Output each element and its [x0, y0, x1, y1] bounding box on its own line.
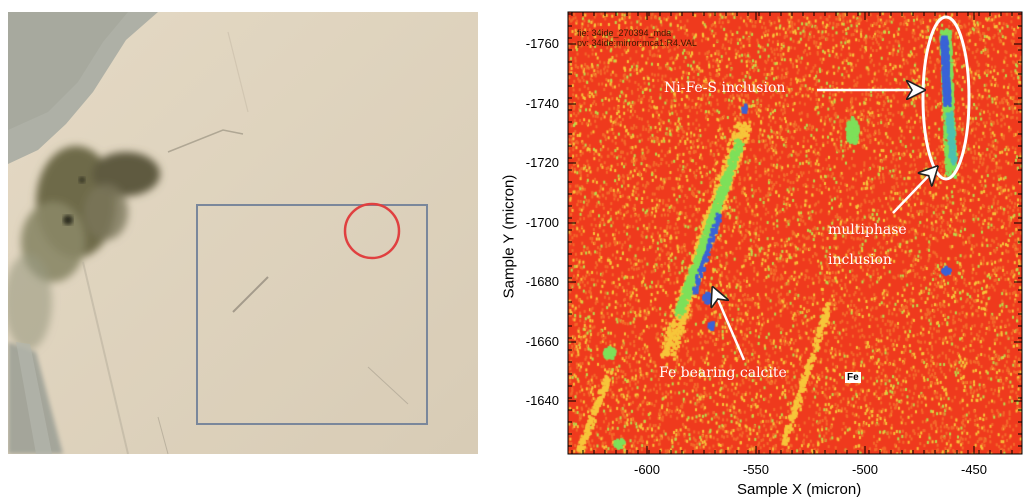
inclusion-marker: [343, 202, 401, 260]
y-tick-label: -1680: [525, 274, 559, 289]
y-tick-label: -1720: [525, 155, 559, 170]
map-header-pv: pv: 34ide:mirror:mca1:R4.VAL: [577, 38, 697, 48]
mapped-area-box: [196, 204, 428, 425]
y-tick-label: -1760: [525, 36, 559, 51]
fe-map: [568, 12, 1022, 454]
map-header-file: fie: 34ide_270394_mda: [577, 28, 672, 38]
y-tick-label: -1700: [525, 215, 559, 230]
x-tick-label: -600: [633, 462, 661, 477]
x-tick-label: -550: [742, 462, 770, 477]
multiphase-label-line2: inclusion: [828, 252, 892, 268]
y-tick-label: -1740: [525, 96, 559, 111]
y-tick-label: -1640: [525, 393, 559, 408]
dark-inclusion: [8, 146, 160, 350]
ni-fe-s-label: Ni-Fe-S inclusion: [664, 80, 786, 96]
fe-element-label: Fe: [845, 372, 861, 383]
y-axis-title: Sample Y (micron): [500, 174, 518, 299]
fe-calcite-label: Fe bearing calcite: [659, 365, 787, 381]
x-axis-title: Sample X (micron): [737, 481, 862, 498]
fe-map-image: [568, 12, 1022, 454]
multiphase-label-line1: multiphase: [828, 222, 907, 238]
micrograph-image: [8, 12, 478, 454]
x-tick-label: -450: [960, 462, 988, 477]
x-tick-label: -500: [851, 462, 879, 477]
y-tick-label: -1660: [525, 334, 559, 349]
optical-micrograph: [8, 12, 478, 454]
